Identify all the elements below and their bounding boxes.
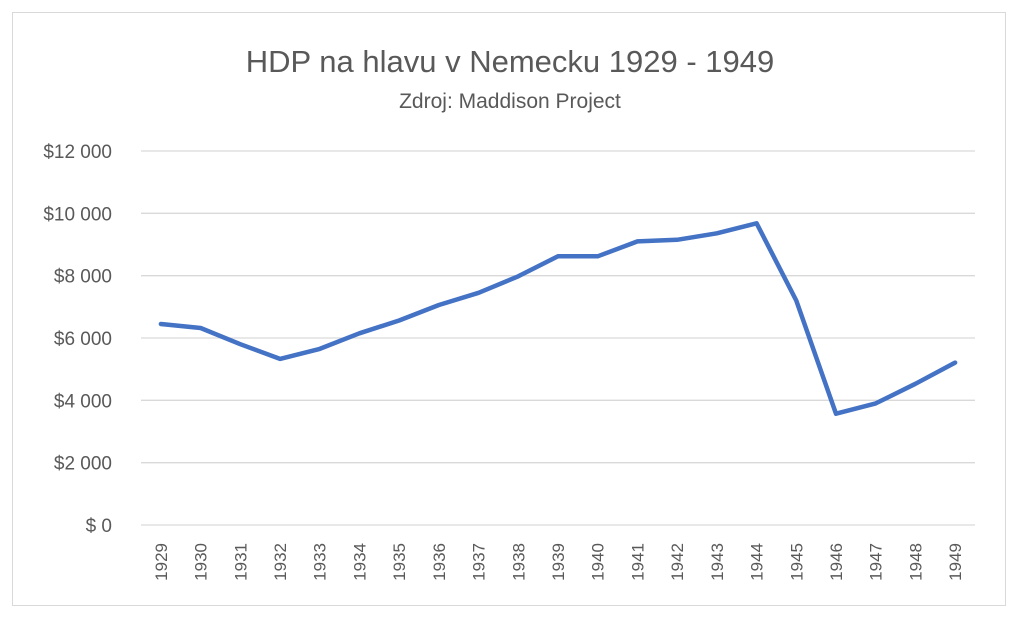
x-tick-label: 1933 [311,543,330,581]
chart-subtitle: Zdroj: Maddison Project [399,90,621,113]
y-axis-ticks: $ 0 $2 000 $4 000 $6 000 $8 000 $10 000 $12 00… [43,142,112,537]
x-tick-label: 1937 [470,543,489,581]
x-tick-label: 1948 [906,543,925,581]
x-tick-label: 1943 [708,543,727,581]
y-tick-label: $12 000 [43,142,112,163]
x-tick-label: 1934 [350,543,369,581]
x-tick-label: 1932 [271,543,290,581]
y-tick-label: $ 0 [86,516,112,537]
x-tick-label: 1941 [628,543,647,581]
series-line [158,221,958,416]
x-tick-label: 1942 [668,543,687,581]
x-tick-label: 1940 [589,543,608,581]
x-tick-label: 1947 [867,543,886,581]
y-tick-label: $4 000 [54,391,112,412]
x-tick-label: 1930 [192,543,211,581]
x-tick-label: 1949 [946,543,965,581]
x-tick-label: 1944 [748,543,767,581]
y-tick-label: $10 000 [43,204,112,225]
chart-title: HDP na hlavu v Nemecku 1929 - 1949 [246,44,774,79]
x-tick-label: 1935 [390,543,409,581]
x-tick-label: 1946 [827,543,846,581]
x-tick-label: 1938 [509,543,528,581]
chart-frame [12,12,1006,606]
x-tick-label: 1939 [549,543,568,581]
y-tick-label: $2 000 [54,454,112,475]
x-tick-label: 1936 [430,543,449,581]
y-tick-label: $6 000 [54,329,112,350]
gridlines [141,150,975,464]
y-tick-label: $8 000 [54,267,112,288]
x-tick-label: 1929 [152,543,171,581]
x-axis-ticks: 1929 1930 1931 1932 1933 1934 1935 1936 1937 1938… [152,543,965,581]
x-tick-label: 1945 [787,543,806,581]
series-layer [158,221,958,416]
x-tick-label: 1931 [231,543,250,581]
